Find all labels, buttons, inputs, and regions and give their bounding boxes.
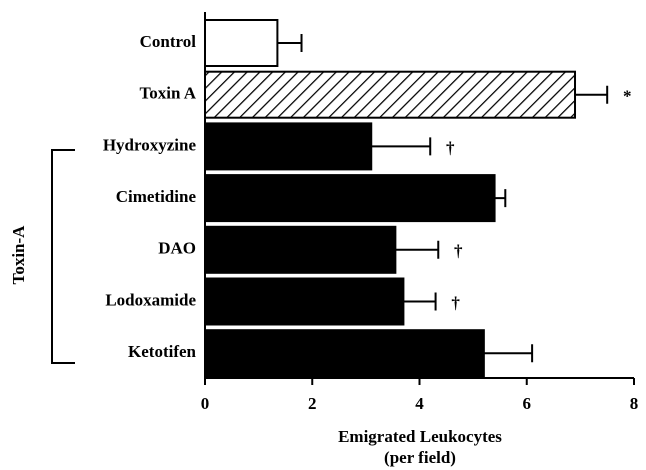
x-tick-label: 6 [523, 394, 532, 413]
annotation: † [446, 138, 455, 157]
error-bar [483, 344, 534, 363]
y-tick-label: Cimetidine [116, 187, 197, 206]
y-tick-label: Toxin A [139, 84, 196, 103]
y-tick-label: Hydroxyzine [103, 135, 197, 154]
x-tick-label: 8 [630, 394, 639, 413]
bar [204, 225, 397, 274]
bar [204, 277, 405, 326]
bar [204, 174, 496, 223]
annotation: † [454, 242, 463, 261]
y-tick-label: Ketotifen [128, 342, 197, 361]
annotation: * [623, 87, 632, 106]
error-bar [371, 137, 432, 156]
error-bar [395, 240, 440, 259]
y-tick-label: Control [140, 32, 197, 51]
group-label: Toxin-A [9, 225, 28, 285]
x-axis-label: Emigrated Leukocytes [338, 427, 502, 446]
y-tick-label: DAO [158, 239, 196, 258]
group-bracket [51, 149, 75, 364]
y-tick-label: Lodoxamide [105, 290, 196, 309]
x-axis-label: (per field) [384, 448, 456, 467]
error-bar [494, 189, 507, 208]
x-tick-label: 4 [415, 394, 424, 413]
error-bar [403, 292, 437, 311]
bar [204, 19, 279, 67]
bar [204, 70, 577, 119]
error-bar [277, 34, 303, 52]
x-tick-label: 0 [201, 394, 210, 413]
bar [204, 329, 485, 378]
annotation: † [451, 293, 460, 312]
bar [204, 122, 373, 171]
error-bar [575, 85, 609, 104]
x-tick-label: 2 [308, 394, 317, 413]
